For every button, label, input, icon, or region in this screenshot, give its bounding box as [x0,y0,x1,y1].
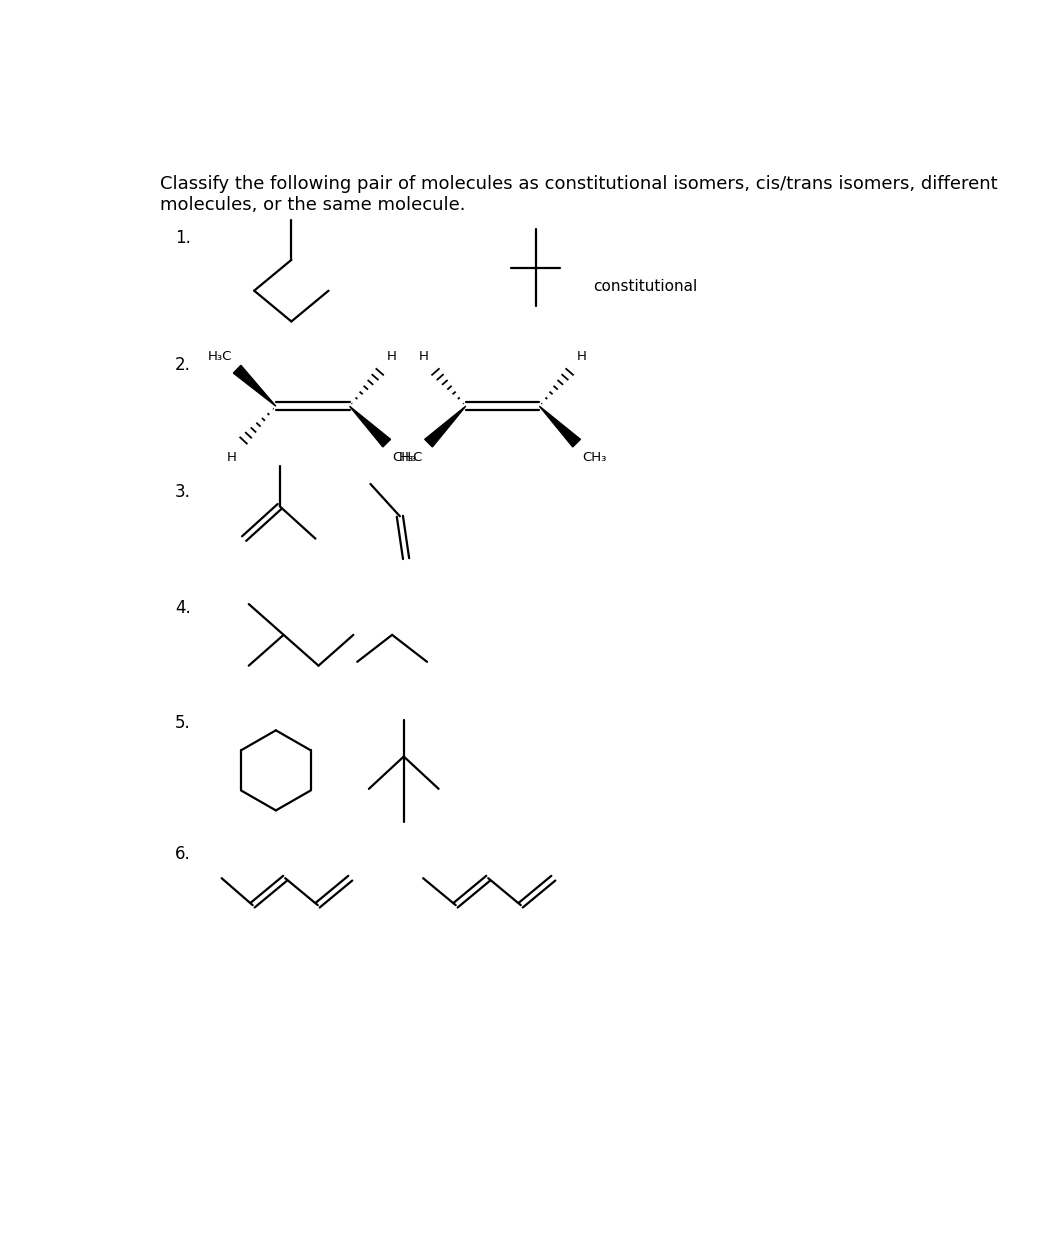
Polygon shape [540,406,581,447]
Text: 5.: 5. [175,714,191,733]
Text: CH₃: CH₃ [392,451,417,464]
Text: H₃C: H₃C [399,451,423,464]
Text: 2.: 2. [175,356,191,374]
Text: CH₃: CH₃ [582,451,606,464]
Text: Classify the following pair of molecules as constitutional isomers, cis/trans is: Classify the following pair of molecules… [160,175,997,213]
Text: H: H [227,451,237,464]
Text: H₃C: H₃C [208,349,232,363]
Text: H: H [577,349,586,363]
Text: H: H [387,349,396,363]
Text: 6.: 6. [175,845,191,864]
Text: 4.: 4. [175,599,191,617]
Polygon shape [425,406,465,447]
Text: constitutional: constitutional [594,280,697,295]
Text: H: H [419,349,428,363]
Text: 3.: 3. [175,483,191,502]
Text: 1.: 1. [175,230,191,247]
Polygon shape [350,406,390,447]
Polygon shape [233,366,276,406]
